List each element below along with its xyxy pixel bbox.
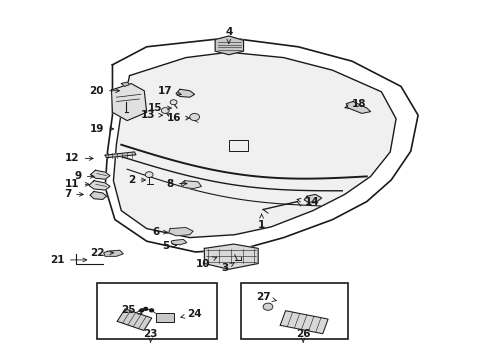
Circle shape [189,113,199,121]
Polygon shape [215,36,243,55]
Text: 22: 22 [90,248,113,258]
Text: 16: 16 [166,113,189,123]
Polygon shape [113,52,395,238]
Text: 9: 9 [75,171,94,181]
Text: 2: 2 [128,175,145,185]
Text: 12: 12 [65,153,93,163]
Polygon shape [105,152,136,158]
Polygon shape [90,170,110,179]
Text: 3: 3 [221,263,234,273]
Circle shape [263,303,272,310]
Polygon shape [181,181,201,189]
Bar [155,313,174,322]
Circle shape [145,172,153,177]
Bar [228,140,248,151]
Text: 21: 21 [50,255,86,265]
Polygon shape [121,82,129,86]
Polygon shape [168,228,193,236]
Polygon shape [304,194,321,202]
Text: 19: 19 [89,124,113,134]
Text: 14: 14 [296,197,319,207]
Text: 1: 1 [258,214,264,230]
Polygon shape [346,102,370,113]
Text: 8: 8 [166,179,186,189]
Polygon shape [176,89,194,97]
Text: 18: 18 [344,99,366,109]
Circle shape [143,307,147,310]
Text: 10: 10 [195,257,216,269]
Circle shape [170,100,177,105]
Circle shape [161,108,169,113]
Circle shape [149,309,153,312]
Polygon shape [280,311,327,334]
Bar [240,283,347,339]
Text: 26: 26 [295,329,310,342]
Text: 4: 4 [224,27,232,43]
Polygon shape [103,250,123,256]
Polygon shape [171,239,186,245]
Polygon shape [204,244,258,269]
Text: 25: 25 [121,305,142,315]
Text: 20: 20 [89,86,119,96]
Polygon shape [117,309,151,330]
Text: 27: 27 [255,292,276,302]
Text: 17: 17 [158,86,181,96]
Circle shape [140,309,143,312]
Text: 11: 11 [65,179,89,189]
Polygon shape [90,192,106,199]
Polygon shape [111,84,146,121]
Text: 23: 23 [143,329,158,342]
Text: 5: 5 [163,240,176,251]
Bar [97,283,216,339]
Text: 7: 7 [63,189,83,199]
Text: 15: 15 [148,103,171,113]
Text: 6: 6 [152,227,167,237]
Polygon shape [89,181,110,190]
Text: 13: 13 [141,110,162,120]
Text: 24: 24 [181,309,202,319]
